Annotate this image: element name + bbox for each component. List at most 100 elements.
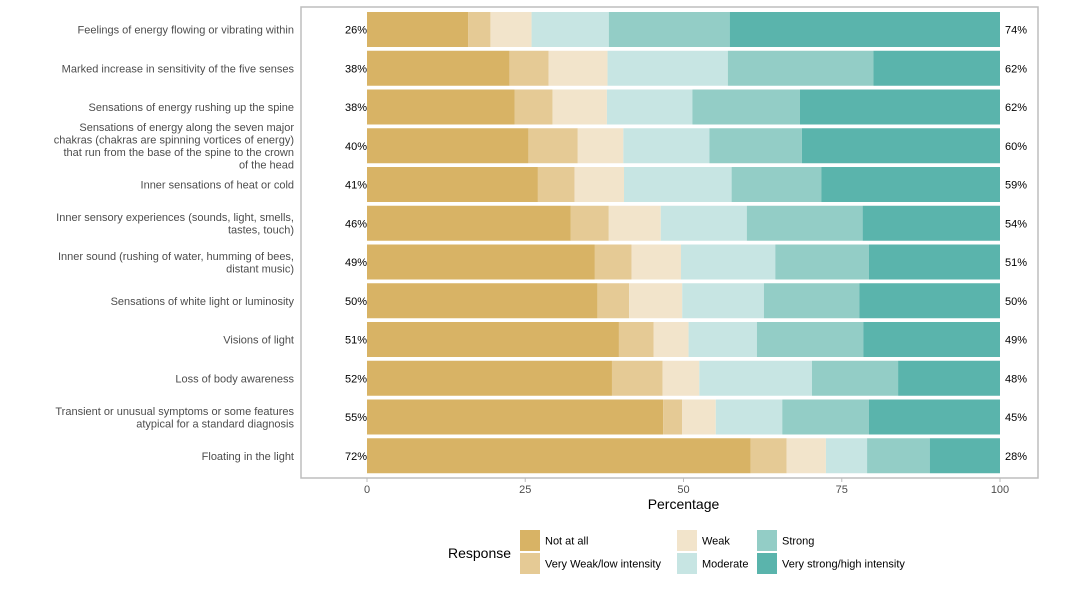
bar-segment-2-row-8 [597,283,630,319]
bar-segment-2-row-6 [570,205,609,241]
category-label-11-line-1: Transient or unusual symptoms or some fe… [55,406,294,418]
bar-segment-4-row-1 [531,12,609,47]
bar-segment-2-row-4 [528,128,578,164]
bar-segment-3-row-2 [548,50,608,86]
x-tick-label-100: 100 [991,484,1009,496]
bar-segment-5-row-12 [867,438,930,474]
legend-swatch-6 [757,553,777,574]
bar-segment-1-row-9 [367,322,619,357]
x-tick-label-50: 50 [677,484,689,496]
bar-segment-1-row-7 [367,244,595,280]
category-label-4-line-2: chakras (chakras are spinning vortices o… [54,135,294,147]
category-label-10: Loss of body awareness [175,373,294,385]
right-percent-label: 60% [1005,141,1027,153]
right-percent-label: 54% [1005,218,1027,230]
right-percent-label: 74% [1005,25,1027,37]
bar-segment-4-row-10 [699,360,812,396]
left-percent-label: 52% [345,373,367,385]
bar-segment-6-row-12 [929,438,1000,474]
right-percent-label: 45% [1005,412,1027,424]
bar-segment-5-row-9 [756,322,864,357]
x-tick-label-75: 75 [836,484,848,496]
bar-segment-6-row-4 [801,128,1000,164]
bar-segment-6-row-7 [868,244,1000,280]
category-label-5: Inner sensations of heat or cold [141,180,294,192]
category-label-12: Floating in the light [202,451,294,463]
bar-segment-2-row-2 [509,50,549,86]
bar-segment-6-row-5 [821,167,1000,202]
category-label-7-line-2: distant music) [226,263,294,275]
bar-segment-4-row-8 [682,283,764,319]
bar-segment-3-row-3 [552,89,607,125]
bar-segment-4-row-7 [680,244,776,280]
left-percent-label: 38% [345,102,367,114]
bar-segment-4-row-12 [825,438,868,474]
bar-segment-6-row-8 [859,283,1000,319]
bar-segment-1-row-8 [367,283,598,319]
category-label-4-line-1: Sensations of energy along the seven maj… [79,122,294,134]
bar-segment-6-row-11 [868,399,1000,435]
bar-segment-2-row-9 [618,322,654,357]
category-label-3: Sensations of energy rushing up the spin… [89,102,294,114]
bar-segment-5-row-3 [692,89,800,125]
bar-segment-4-row-3 [606,89,693,125]
category-label-7-line-1: Inner sound (rushing of water, humming o… [58,251,294,263]
left-percent-label: 41% [345,180,367,192]
bar-segment-5-row-11 [782,399,869,435]
bar-segment-3-row-4 [577,128,624,164]
bar-segment-2-row-11 [663,399,683,435]
bar-segment-6-row-6 [862,205,1000,241]
legend-swatch-3 [677,530,697,551]
right-percent-label: 49% [1005,335,1027,347]
bar-segment-3-row-7 [631,244,681,280]
bar-segment-4-row-11 [715,399,783,435]
legend-label-3: Weak [702,536,730,548]
right-percent-label: 28% [1005,451,1027,463]
bar-segment-1-row-12 [367,438,751,474]
left-percent-label: 26% [345,25,367,37]
bar-segment-6-row-10 [898,360,1000,396]
bar-segment-6-row-1 [729,12,1000,47]
bar-segment-6-row-2 [873,50,1000,86]
left-percent-label: 46% [345,218,367,230]
bar-segment-2-row-10 [611,360,663,396]
bar-segment-2-row-3 [514,89,553,125]
bar-segment-6-row-9 [863,322,1000,357]
category-label-8: Sensations of white light or luminosity [111,296,295,308]
bar-segment-6-row-3 [799,89,1000,125]
right-percent-label: 48% [1005,373,1027,385]
bar-segment-1-row-3 [367,89,515,125]
right-percent-label: 59% [1005,180,1027,192]
category-label-4-line-3: that run from the base of the spine to t… [63,147,294,159]
legend-swatch-5 [757,530,777,551]
x-tick-label-25: 25 [519,484,531,496]
bar-segment-5-row-5 [731,167,822,202]
legend-label-4: Moderate [702,559,748,571]
category-label-6-line-1: Inner sensory experiences (sounds, light… [56,212,294,224]
bar-segment-1-row-10 [367,360,612,396]
bar-segment-3-row-9 [653,322,689,357]
x-axis-title: Percentage [648,496,720,512]
category-label-4-line-4: of the head [239,160,294,172]
right-percent-label: 62% [1005,63,1027,75]
legend-swatch-4 [677,553,697,574]
bar-segment-1-row-6 [367,205,571,241]
bar-segment-4-row-4 [623,128,710,164]
bar-segment-1-row-1 [367,12,469,47]
left-percent-label: 49% [345,257,367,269]
bar-segment-3-row-6 [608,205,661,241]
bar-segment-5-row-2 [727,50,874,86]
left-percent-label: 50% [345,296,367,308]
bar-segment-3-row-12 [786,438,826,474]
right-percent-label: 62% [1005,102,1027,114]
category-label-11-line-2: atypical for a standard diagnosis [136,418,294,430]
legend-title: Response [448,545,511,561]
category-label-6-line-2: tastes, touch) [228,225,294,237]
bar-segment-4-row-2 [607,50,728,86]
left-percent-label: 40% [345,141,367,153]
bar-segment-1-row-5 [367,167,538,202]
left-percent-label: 55% [345,412,367,424]
category-label-9: Visions of light [223,335,294,347]
bar-segment-2-row-7 [594,244,632,280]
